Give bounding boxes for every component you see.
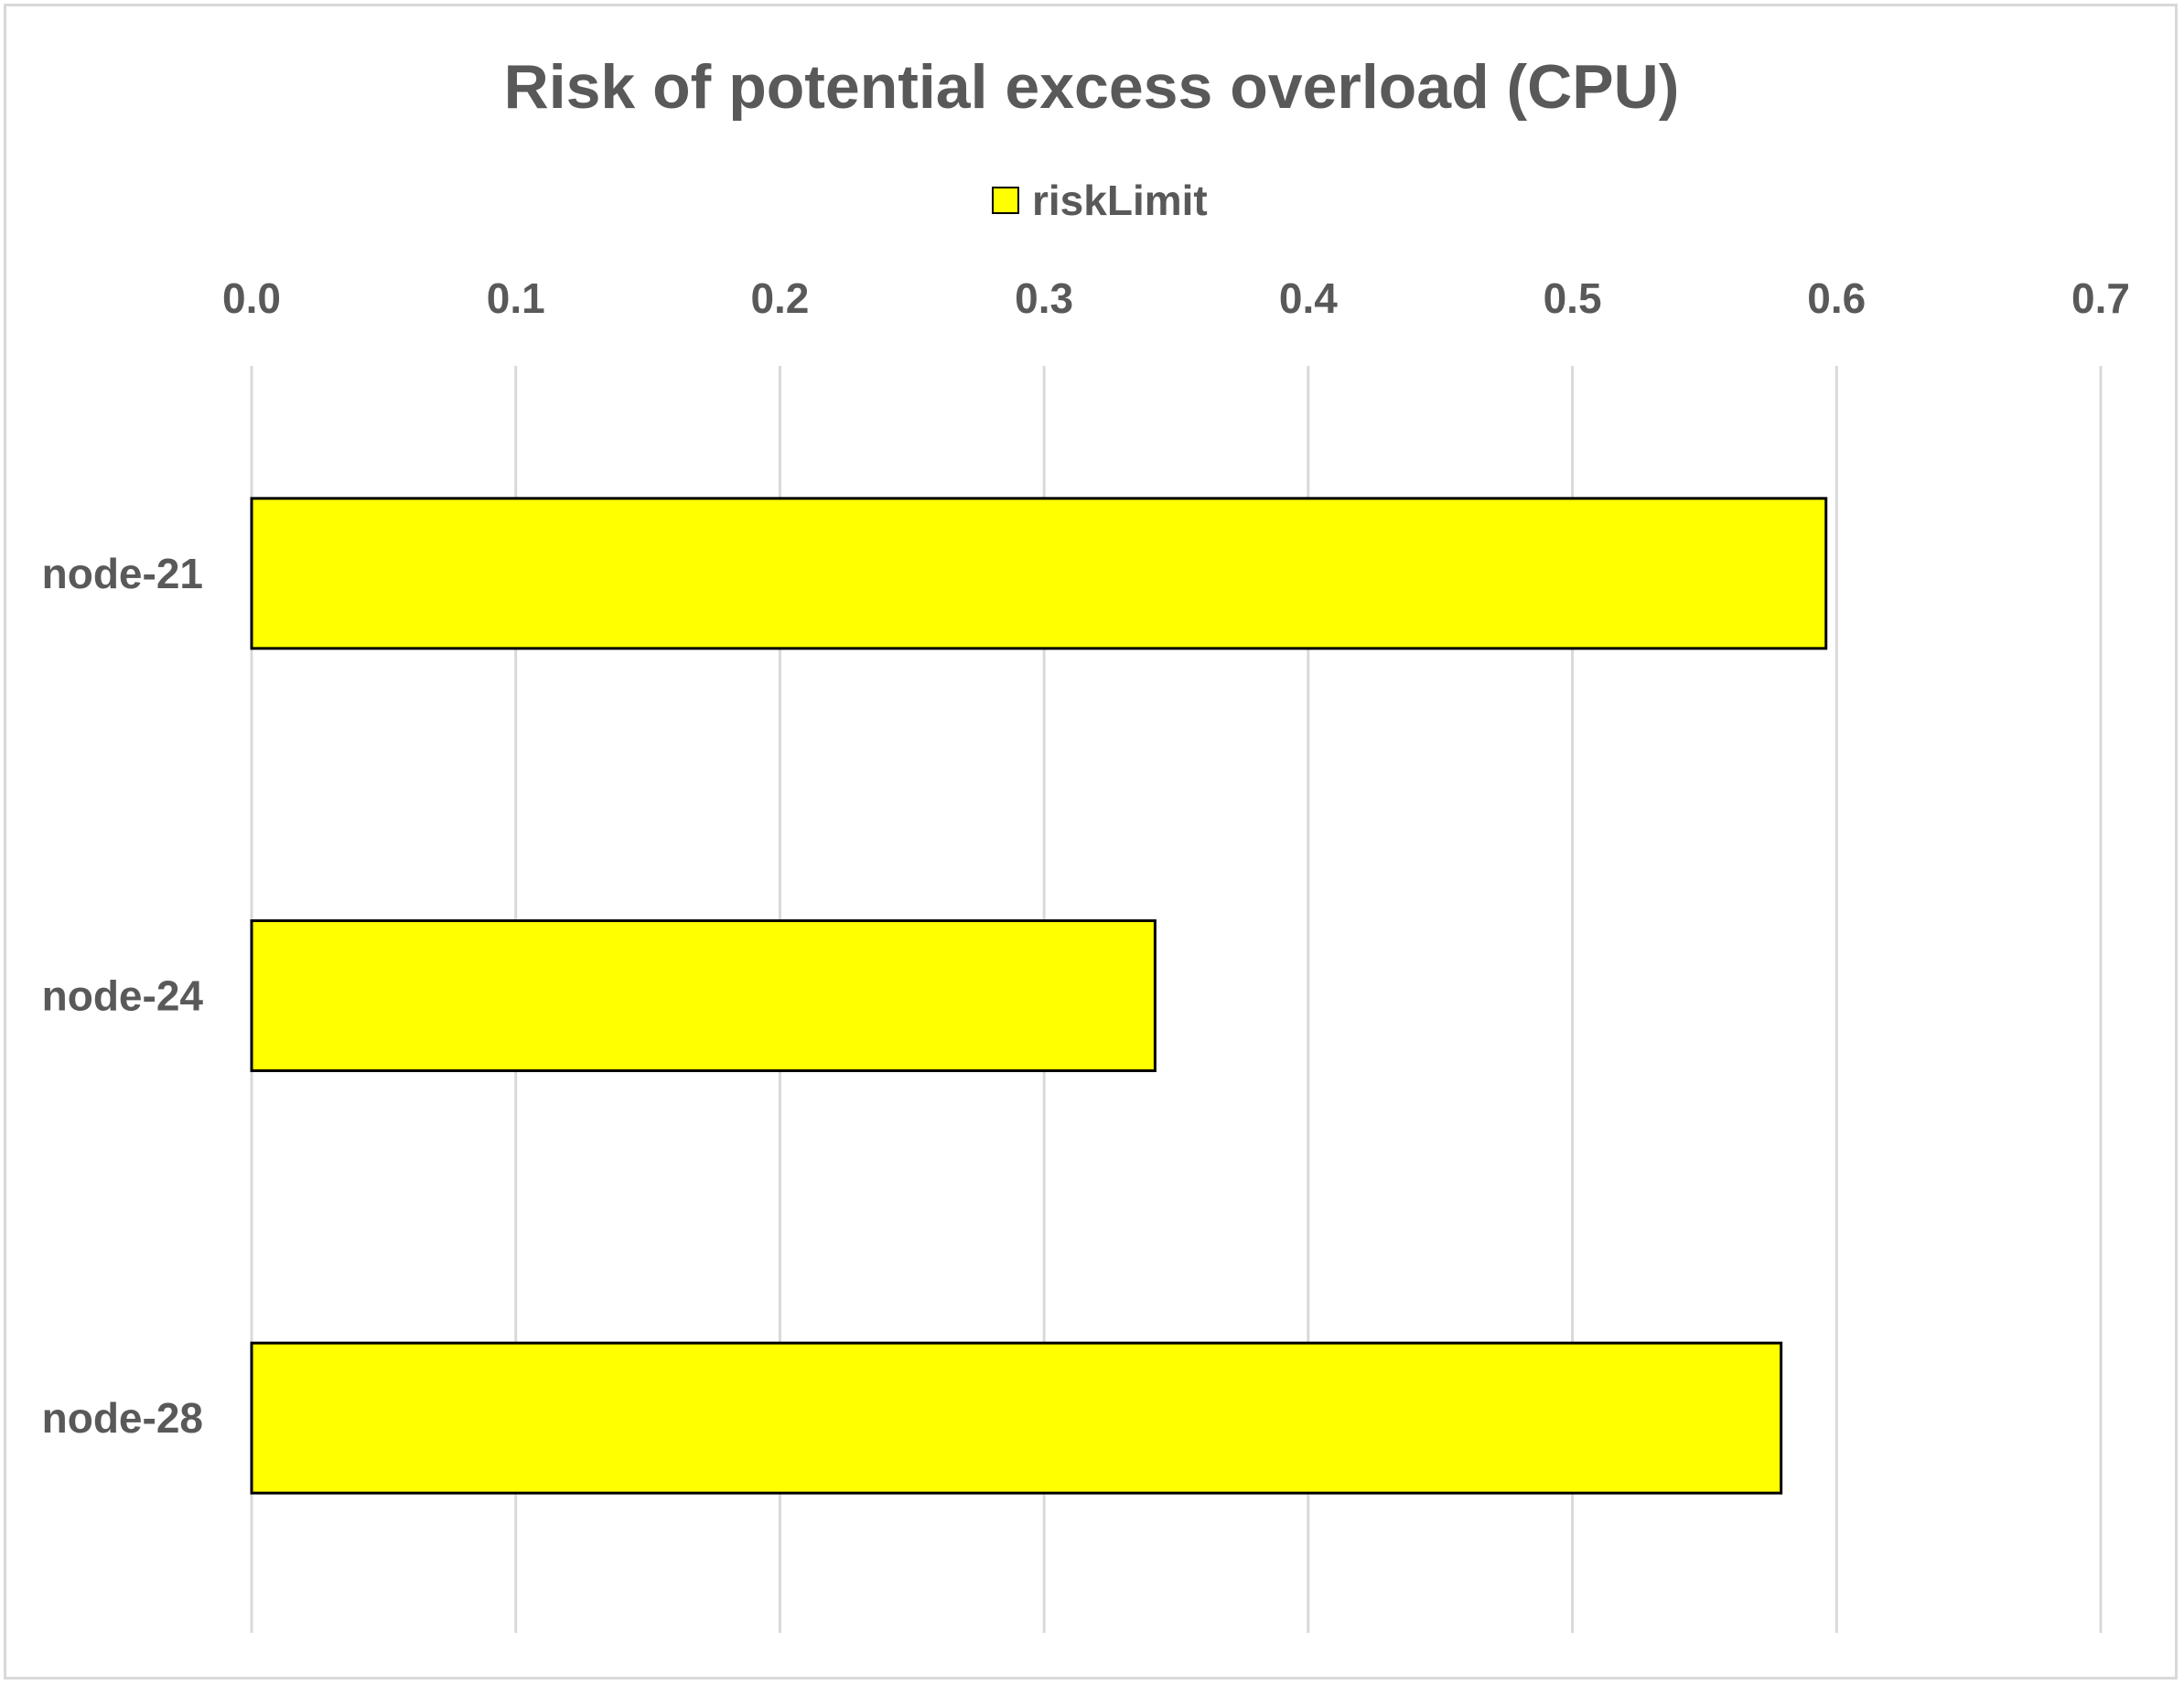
bar-node-28	[250, 1341, 1783, 1495]
legend-label: riskLimit	[1032, 177, 1208, 224]
x-tick-label: 0.3	[1015, 274, 1073, 322]
x-tick-label: 0.2	[750, 274, 809, 322]
x-tick-label: 0.1	[487, 274, 545, 322]
bar-node-24	[250, 919, 1157, 1072]
bar-node-21	[250, 497, 1828, 650]
legend-swatch	[992, 187, 1019, 214]
chart-legend: riskLimit	[992, 177, 1208, 224]
chart-title: Risk of potential excess overload (CPU)	[504, 52, 1680, 122]
x-tick-label: 0.7	[2071, 274, 2130, 322]
category-label: node-28	[42, 1394, 203, 1442]
x-tick-label: 0.6	[1807, 274, 1866, 322]
category-labels: node-21 node-24 node-28	[42, 550, 204, 1442]
bars	[250, 497, 1828, 1495]
x-tick-label: 0.5	[1544, 274, 1602, 322]
category-label: node-24	[42, 972, 204, 1020]
x-tick-label: 0.4	[1279, 274, 1338, 322]
category-label: node-21	[42, 550, 203, 597]
x-axis-ticks: 0.0 0.1 0.2 0.3 0.4 0.5 0.6 0.7	[222, 274, 2130, 322]
x-tick-label: 0.0	[222, 274, 281, 322]
